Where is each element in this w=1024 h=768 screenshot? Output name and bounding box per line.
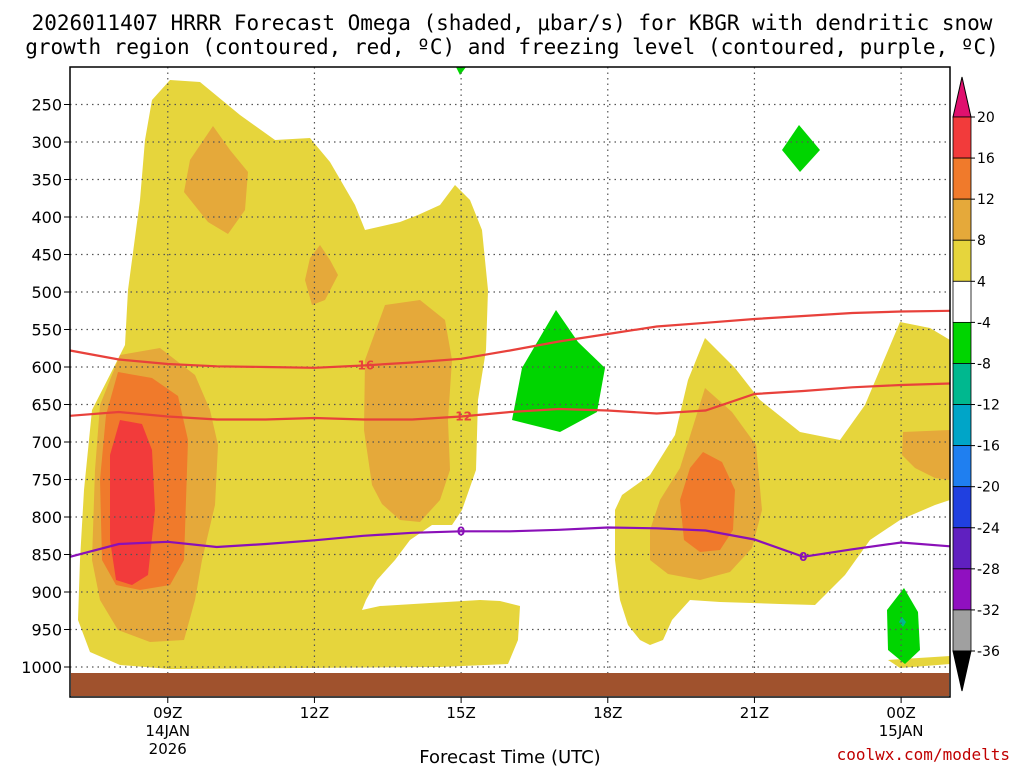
y-tick-label: 950	[31, 621, 62, 640]
y-tick-label: 400	[31, 208, 62, 227]
x-tick-date: 14JAN	[145, 722, 190, 740]
y-tick-label: 350	[31, 171, 62, 190]
colorbar-label: -24	[977, 521, 1000, 537]
omega-green-mid	[512, 310, 605, 432]
colorbar-label: -8	[977, 356, 991, 372]
plot-frame	[69, 66, 951, 698]
contour-label: 0	[457, 524, 465, 538]
x-tick-label: 12Z	[300, 704, 329, 722]
omega-gold-small	[305, 245, 338, 305]
y-tick-label: 900	[31, 583, 62, 602]
colorbar-label: -12	[977, 398, 1000, 414]
colorbar: 20 16 12 8 4 -4 -8 -12 -16 -20 -24 -28 -32 -36	[952, 76, 1000, 692]
omega-teal-core	[899, 617, 906, 627]
contour-dendritic-16	[69, 309, 951, 369]
colorbar-swatch	[952, 486, 972, 529]
colorbar-swatch	[952, 321, 972, 364]
x-axis-label: Forecast Time (UTC)	[419, 747, 600, 768]
y-axis: 250 300 350 400 450 500 550 600 650 700 750 800 850 9…	[21, 96, 70, 677]
colorbar-label: -20	[977, 480, 1000, 496]
colorbar-swatch	[952, 445, 972, 488]
colorbar-label: -36	[977, 644, 1000, 660]
colorbar-label: 16	[977, 151, 995, 167]
omega-green-top	[456, 67, 466, 75]
colorbar-label: 8	[977, 233, 986, 249]
y-tick-label: 750	[31, 471, 62, 490]
contours: -16 -12 0 0	[69, 309, 951, 564]
contour-freezing-0	[69, 526, 951, 558]
colorbar-swatch	[952, 239, 972, 282]
y-tick-label: 550	[31, 321, 62, 340]
x-tick-label: 21Z	[740, 704, 769, 722]
omega-green-diamond	[782, 125, 820, 172]
y-tick-label: 600	[31, 358, 62, 377]
colorbar-label: -4	[977, 315, 991, 331]
colorbar-top-arrow	[952, 76, 972, 118]
grid	[70, 67, 950, 697]
colorbar-label: -16	[977, 439, 1000, 455]
contour-label: -16	[352, 359, 374, 373]
chart-title-line2: growth region (contoured, red, ºC) and f…	[25, 35, 999, 59]
colorbar-swatch	[952, 116, 972, 159]
colorbar-swatch	[952, 280, 972, 323]
omega-gold-edge	[902, 430, 950, 480]
contour-label: 0	[799, 550, 807, 564]
omega-gold-upper	[184, 126, 248, 234]
y-tick-label: 650	[31, 396, 62, 415]
colorbar-label: 4	[977, 274, 986, 290]
contour-label: -12	[450, 410, 472, 424]
contour-dendritic-12	[69, 382, 951, 421]
colorbar-swatch	[952, 157, 972, 200]
colorbar-swatch	[952, 363, 972, 405]
credit-text: coolwx.com/modelts	[837, 745, 1010, 764]
colorbar-label: 12	[977, 192, 995, 208]
y-tick-label: 500	[31, 283, 62, 302]
colorbar-swatch	[952, 527, 972, 570]
x-tick-year: 2026	[149, 740, 187, 758]
omega-red-core	[110, 420, 155, 585]
colorbar-label: 20	[977, 110, 995, 126]
omega-orange-right	[680, 452, 735, 552]
y-tick-label: 300	[31, 133, 62, 152]
y-tick-label: 450	[31, 246, 62, 265]
x-tick-label: 15Z	[446, 704, 475, 722]
y-tick-label: 800	[31, 508, 62, 527]
omega-gold-mid	[364, 300, 452, 522]
y-tick-label: 700	[31, 433, 62, 452]
colorbar-swatch	[952, 404, 972, 447]
colorbar-swatch	[952, 198, 972, 241]
x-tick-label: 09Z	[153, 704, 182, 722]
colorbar-bottom-arrow	[952, 650, 972, 692]
colorbar-swatch	[952, 609, 972, 652]
y-tick-label: 1000	[21, 658, 62, 677]
y-tick-label: 850	[31, 546, 62, 565]
colorbar-label: -28	[977, 562, 1000, 578]
omega-shading	[78, 67, 950, 669]
x-tick-label: 18Z	[593, 704, 622, 722]
x-tick-date: 15JAN	[879, 722, 924, 740]
plot-area: -16 -12 0 0	[69, 66, 951, 698]
y-tick-label: 250	[31, 96, 62, 115]
x-tick-label: 00Z	[886, 704, 915, 722]
chart-title-line1: 2026011407 HRRR Forecast Omega (shaded, …	[32, 11, 993, 35]
ground-surface	[71, 673, 949, 696]
colorbar-swatch	[952, 568, 972, 611]
colorbar-label: -32	[977, 603, 1000, 619]
